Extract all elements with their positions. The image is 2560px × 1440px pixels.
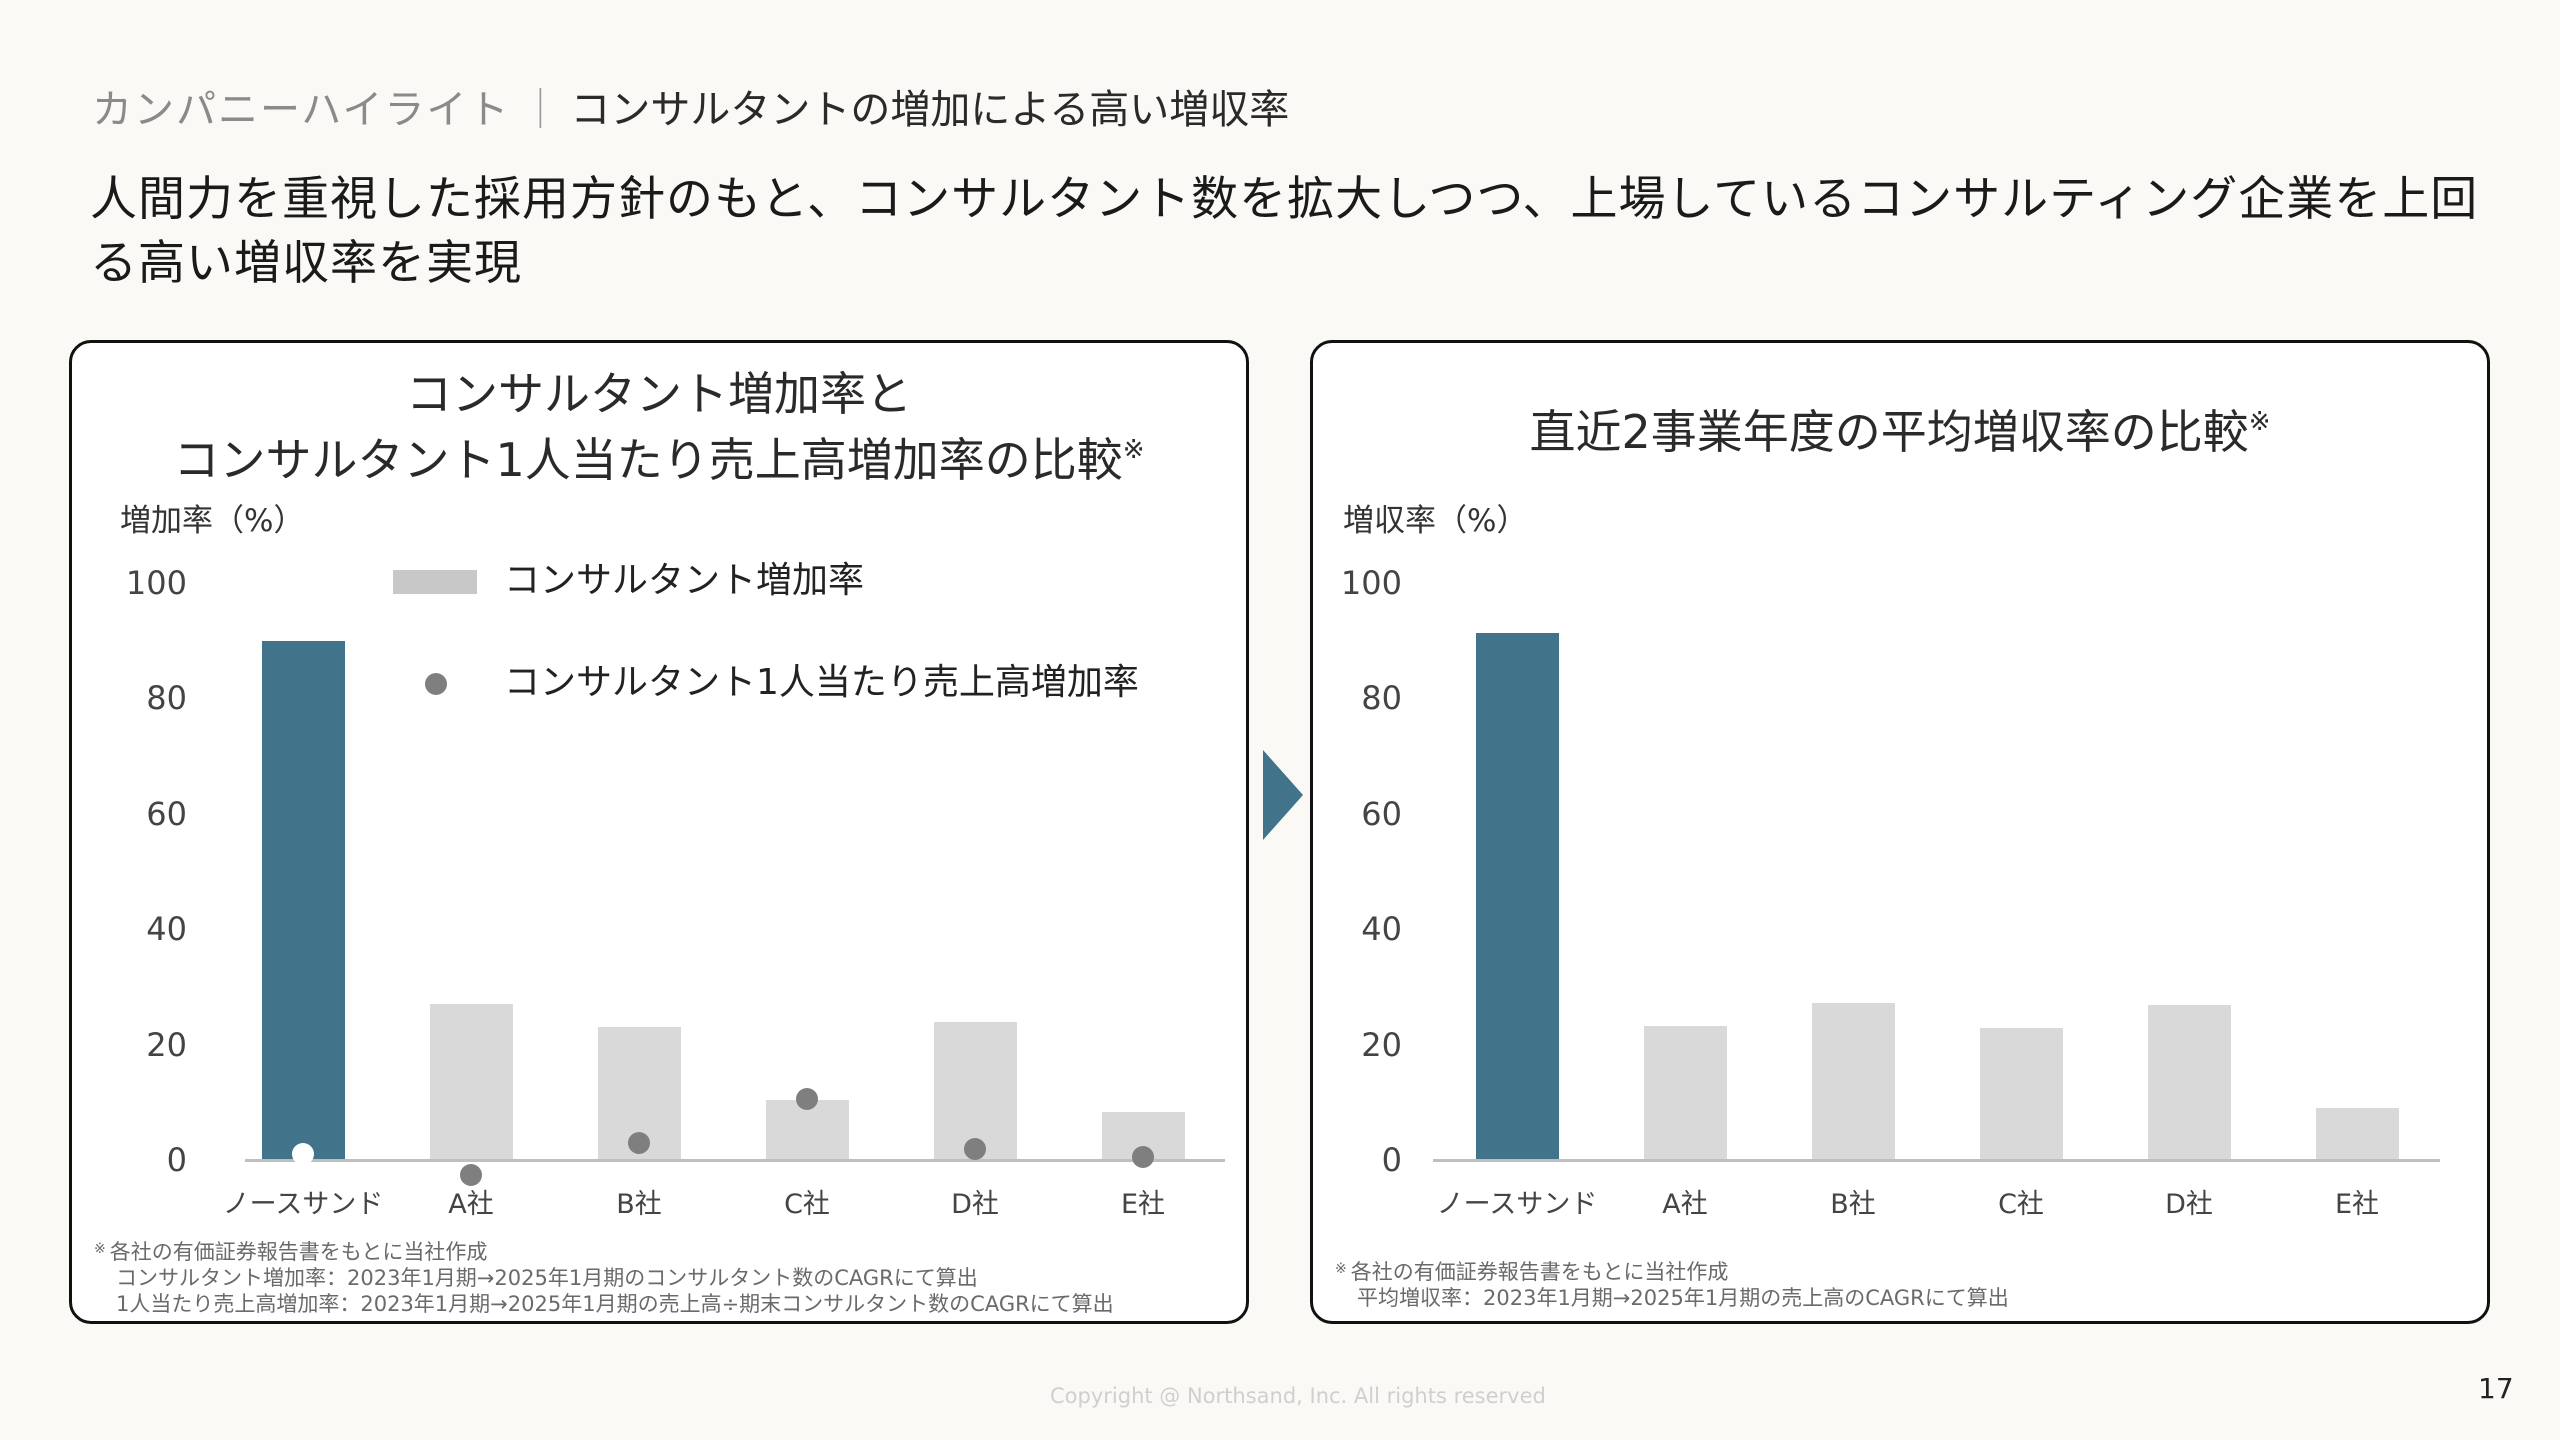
copyright-text: Copyright @ Northsand, Inc. All rights r… [1050,1384,1546,1408]
section-header: カンパニーハイライト｜コンサルタントの増加による高い増収率 [92,82,1289,138]
y-tick-label: 40 [146,910,187,949]
y-tick-label: 100 [125,564,187,602]
bar [1475,633,1559,1160]
x-category-label: B社 [1830,1189,1876,1220]
footnote-line: コンサルタント増加率：2023年1月期→2025年1月期のコンサルタント数のCA… [116,1266,978,1290]
legend-bar-swatch [393,570,477,594]
left-y-axis-label: 増加率（%） [120,503,305,539]
left-footnotes: ※ 各社の有価証券報告書をもとに当社作成 コンサルタント増加率：2023年1月期→… [94,1236,1114,1317]
bar [2147,1005,2231,1160]
bar [261,640,345,1160]
bar [429,1004,513,1160]
left-chart-title-line2: コンサルタント1人当たり売上高増加率の比較※ [72,421,1246,489]
left-chart-title-text: コンサルタント1人当たり売上高増加率の比較 [173,433,1123,487]
x-axis-line [1433,1159,2440,1162]
data-point-dot [1132,1146,1154,1169]
footnote-mark: ※ [2248,407,2271,437]
y-tick-label: 40 [1361,910,1402,949]
data-point-dot [796,1087,818,1110]
y-tick-label: 80 [146,679,187,718]
footnote-line: 各社の有価証券報告書をもとに当社作成 [1350,1260,1729,1284]
bar [1811,1003,1895,1160]
bar [933,1021,1017,1160]
footnote-mark: ※ [94,1241,106,1257]
x-category-label: E社 [2334,1189,2380,1220]
right-chart-title: 直近2事業年度の平均増収率の比較※ [1313,393,2487,461]
section-topic: コンサルタントの増加による高い増収率 [570,87,1290,133]
y-tick-label: 0 [1381,1141,1402,1179]
footnote-mark: ※ [1122,435,1145,465]
lead-message: 人間力を重視した採用方針のもと、コンサルタント数を拡大しつつ、上場しているコンサ… [90,172,2479,291]
bar [2315,1108,2399,1160]
x-category-label: ノースサンド [1436,1189,1598,1220]
x-category-label: E社 [1120,1189,1166,1220]
data-point-dot [964,1138,986,1161]
x-axis-line [245,1159,1225,1162]
section-label: カンパニーハイライト [92,87,511,133]
footnote-mark: ※ [1335,1261,1347,1277]
right-footnotes: ※ 各社の有価証券報告書をもとに当社作成 平均増収率：2023年1月期→2025年… [1335,1256,2009,1311]
footnote-line: 平均増収率：2023年1月期→2025年1月期の売上高のCAGRにて算出 [1357,1286,2009,1310]
data-point-dot [292,1143,314,1166]
right-chart-title-text: 直近2事業年度の平均増収率の比較 [1529,405,2249,459]
legend-dot-label: コンサルタント1人当たり売上高増加率 [504,662,1139,703]
x-category-label: ノースサンド [222,1189,384,1220]
y-tick-label: 80 [1361,679,1402,718]
x-category-label: D社 [951,1189,999,1220]
footnote-line: 各社の有価証券報告書をもとに当社作成 [109,1240,488,1264]
bar [1643,1026,1727,1160]
x-category-label: C社 [1998,1189,2044,1220]
legend-dot-swatch [425,673,447,695]
x-category-label: A社 [1662,1189,1708,1220]
data-point-dot [628,1131,650,1154]
bar [765,1099,849,1160]
data-point-dot [460,1164,482,1186]
x-category-label: C社 [784,1189,830,1220]
left-chart-card: コンサルタント増加率と コンサルタント1人当たり売上高増加率の比較※ 増加率（%… [69,340,1249,1324]
y-tick-label: 20 [146,1025,187,1064]
y-tick-label: 60 [1361,794,1402,833]
bar [1979,1027,2063,1160]
x-category-label: A社 [448,1189,494,1220]
right-chart-card: 直近2事業年度の平均増収率の比較※ 増収率（%） 0 20 40 60 80 100 ノース… [1310,340,2490,1324]
page-number: 17 [2478,1372,2514,1405]
y-tick-label: 0 [166,1141,187,1179]
x-category-label: B社 [616,1189,662,1220]
footnote-line: 1人当たり売上高増加率：2023年1月期→2025年1月期の売上高÷期末コンサル… [116,1292,1114,1316]
section-separator: ｜ [520,87,561,133]
y-tick-label: 60 [146,794,187,833]
legend-bar-label: コンサルタント増加率 [504,560,865,601]
y-tick-label: 20 [1361,1025,1402,1064]
right-y-axis-label: 増収率（%） [1343,503,1528,539]
right-arrow-icon [1263,750,1303,840]
x-category-label: D社 [2165,1189,2213,1220]
y-tick-label: 100 [1340,564,1402,602]
left-chart-title-line1: コンサルタント増加率と [406,367,912,421]
